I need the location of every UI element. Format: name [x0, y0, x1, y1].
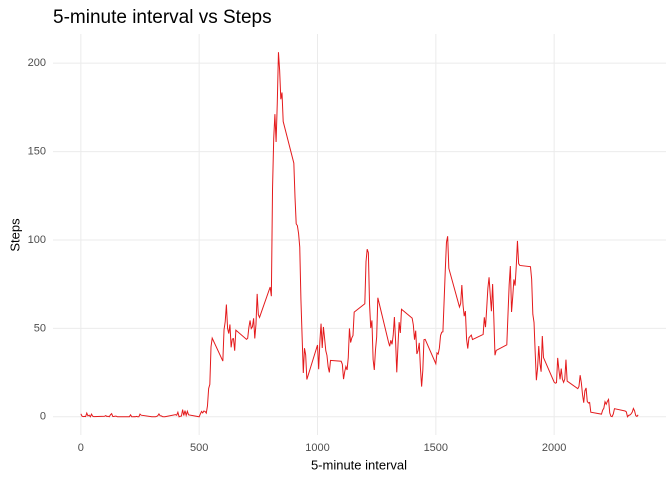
x-tick-label: 1000: [305, 442, 329, 454]
x-tick-label: 500: [190, 442, 208, 454]
data-line: [80, 52, 639, 418]
y-tick-label: 100: [28, 234, 46, 246]
x-tick-label: 2000: [542, 442, 566, 454]
x-tick-label: 0: [78, 442, 84, 454]
y-tick-label: 200: [28, 57, 46, 69]
y-tick-label: 50: [34, 322, 46, 334]
y-axis-title: Steps: [7, 218, 22, 252]
chart-title: 5-minute interval vs Steps: [53, 7, 272, 28]
y-tick-label: 150: [28, 145, 46, 157]
y-tick-label: 0: [40, 411, 46, 423]
x-tick-label: 1500: [424, 442, 448, 454]
x-axis-title: 5-minute interval: [311, 457, 407, 472]
